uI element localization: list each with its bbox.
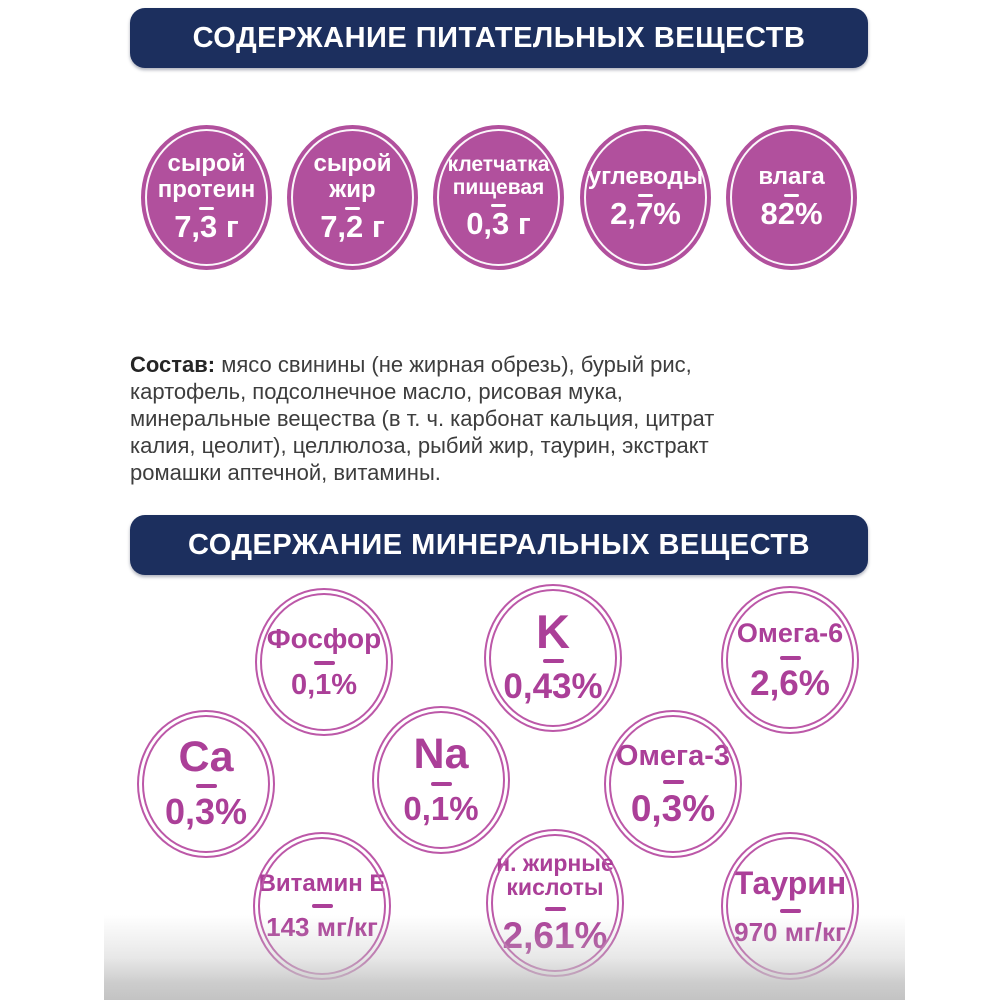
nutrient-label: сырой жир xyxy=(313,150,392,203)
nutrients-section-title: СОДЕРЖАНИЕ ПИТАТЕЛЬНЫХ ВЕЩЕСТВ xyxy=(192,21,806,54)
mineral-label: Таурин xyxy=(733,865,847,902)
mineral-value: 2,6% xyxy=(750,663,830,703)
dash-divider xyxy=(662,779,684,784)
composition-text: мясо свинины (не жирная обрезь), бурый р… xyxy=(130,352,715,485)
mineral-circle-sodium: Na 0,1% xyxy=(372,706,510,854)
dash-divider xyxy=(779,908,801,913)
nutrient-label: углеводы xyxy=(587,163,704,190)
dash-divider xyxy=(313,661,335,666)
dash-divider xyxy=(345,207,360,211)
mineral-label: K xyxy=(536,604,570,658)
mineral-label: н. жирные кислоты xyxy=(496,849,614,900)
nutrient-circle-crude-protein: сырой протеин 7,3 г xyxy=(141,125,272,270)
dash-divider xyxy=(638,194,653,198)
mineral-circle-calcium: Ca 0,3% xyxy=(137,710,275,858)
dash-divider xyxy=(430,781,452,786)
minerals-section-header: СОДЕРЖАНИЕ МИНЕРАЛЬНЫХ ВЕЩЕСТВ xyxy=(130,515,868,575)
mineral-label: Омега-3 xyxy=(615,740,731,773)
mineral-value: 0,3% xyxy=(164,791,248,833)
nutrients-section-header: СОДЕРЖАНИЕ ПИТАТЕЛЬНЫХ ВЕЩЕСТВ xyxy=(130,8,868,68)
nutrient-circle-carbohydrates: углеводы 2,7% xyxy=(580,125,711,270)
mineral-value: 143 мг/кг xyxy=(266,912,378,943)
mineral-value: 0,43% xyxy=(503,667,603,707)
mineral-value: 0,1% xyxy=(403,789,479,827)
composition-label: Состав: xyxy=(130,352,216,377)
nutrient-value: 7,3 г xyxy=(174,209,239,245)
nutrient-label: влага xyxy=(758,163,825,190)
nutrient-value: 0,3 г xyxy=(466,205,531,241)
mineral-circle-potassium: K 0,43% xyxy=(484,584,622,732)
mineral-circle-saturated-fatty-acids: н. жирные кислоты 2,61% xyxy=(486,829,624,977)
mineral-circle-vitamin-e: Витамин Е 143 мг/кг xyxy=(253,832,391,980)
mineral-label: Фосфор xyxy=(266,622,382,654)
minerals-section-title: СОДЕРЖАНИЕ МИНЕРАЛЬНЫХ ВЕЩЕСТВ xyxy=(187,528,811,561)
mineral-circle-phosphorus: Фосфор 0,1% xyxy=(255,588,393,736)
nutrient-circle-crude-fat: сырой жир 7,2 г xyxy=(287,125,418,270)
dash-divider xyxy=(542,659,564,664)
mineral-value: 2,61% xyxy=(502,915,608,957)
nutrient-value: 82% xyxy=(760,196,823,232)
mineral-value: 0,3% xyxy=(630,787,716,829)
dash-divider xyxy=(311,904,333,909)
composition-paragraph: Состав: мясо свинины (не жирная обрезь),… xyxy=(130,351,830,486)
dash-divider xyxy=(784,194,799,198)
nutrient-value: 2,7% xyxy=(610,196,681,232)
dash-divider xyxy=(544,907,566,912)
dash-divider xyxy=(199,207,214,211)
nutrient-label: сырой протеин xyxy=(157,150,256,203)
nutrient-circle-moisture: влага 82% xyxy=(726,125,857,270)
dash-divider xyxy=(195,784,217,789)
mineral-label: Ca xyxy=(178,732,234,781)
mineral-label: Na xyxy=(413,730,469,779)
mineral-circle-omega-6: Омега-6 2,6% xyxy=(721,586,859,734)
mineral-value: 970 мг/кг xyxy=(734,916,846,947)
mineral-label: Омега-6 xyxy=(736,618,844,649)
dash-divider xyxy=(491,203,506,207)
nutrient-label: клетчатка пищевая xyxy=(447,153,550,199)
mineral-label: Витамин Е xyxy=(258,869,386,897)
mineral-circle-omega-3: Омега-3 0,3% xyxy=(604,710,742,858)
mineral-circle-taurine: Таурин 970 мг/кг xyxy=(721,832,859,980)
nutrient-value: 7,2 г xyxy=(320,209,385,245)
mineral-value: 0,1% xyxy=(290,669,358,702)
nutrient-circle-dietary-fiber: клетчатка пищевая 0,3 г xyxy=(433,125,564,270)
dash-divider xyxy=(779,655,801,660)
